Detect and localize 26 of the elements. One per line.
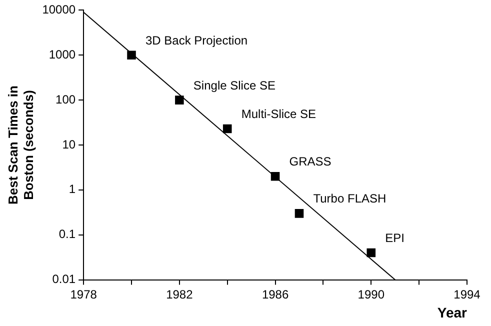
point: [270, 172, 280, 181]
x-tick-label: 1990: [358, 287, 385, 302]
annotation: Turbo FLASH: [313, 192, 386, 206]
x-tick-label: 1978: [70, 287, 98, 302]
y-tick-label: 1000: [48, 47, 76, 62]
y-tick-label: 0.01: [52, 272, 76, 286]
point: [366, 248, 376, 258]
y-tick-label: 1: [68, 182, 76, 196]
x-tick-label: 1986: [262, 287, 289, 302]
annotation: GRASS: [289, 154, 332, 169]
y-tick-label: 0.1: [58, 227, 76, 242]
point: [294, 209, 304, 218]
x-tick-label: 1994: [454, 287, 481, 302]
x-axis-title: Year: [437, 304, 468, 320]
y-tick-label: 10000: [42, 2, 76, 17]
y-tick-label: 10: [62, 137, 76, 152]
point: [127, 50, 136, 60]
point: [222, 124, 232, 134]
annotation: Multi-Slice SE: [241, 107, 316, 122]
y-tick-label: 100: [56, 92, 76, 106]
annotation: 3D Back Projection: [146, 33, 248, 48]
annotation: Single Slice SE: [193, 78, 276, 92]
annotation: EPI: [385, 231, 404, 246]
x-tick-label: 1982: [166, 287, 194, 302]
y-axis-title: Best Scan Times in Boston (seconds): [5, 85, 36, 204]
point: [175, 96, 184, 104]
